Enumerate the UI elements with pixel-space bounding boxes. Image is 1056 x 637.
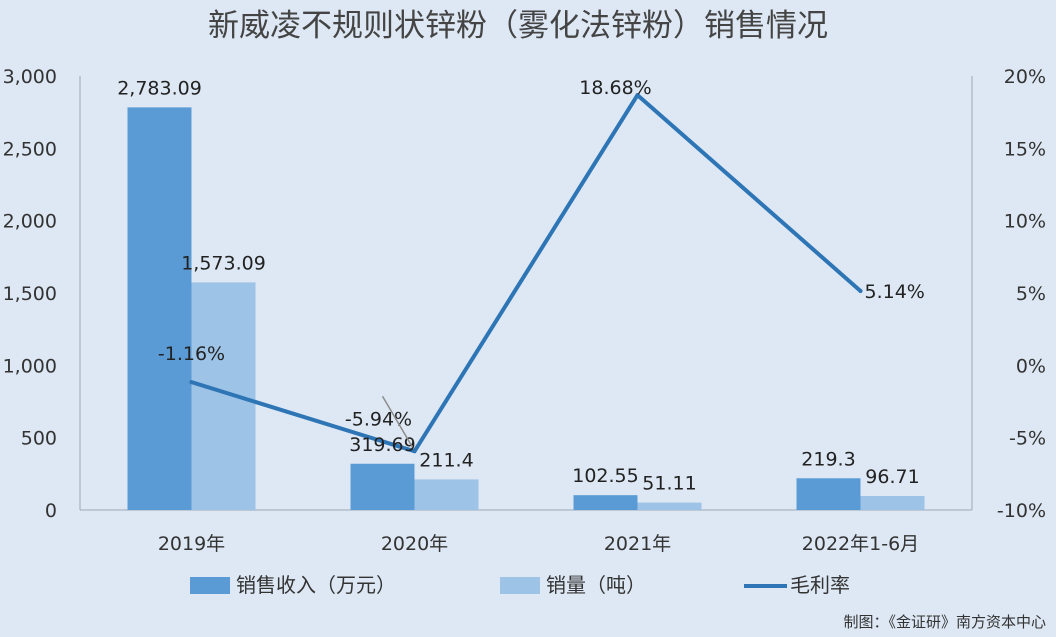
- legend-swatch-revenue: [190, 577, 230, 594]
- bar-revenue-label: 319.69: [349, 434, 415, 456]
- bars: [127, 107, 925, 511]
- y-right-tick-label: -5%: [1009, 428, 1046, 450]
- y-left-tick-label: 2,000: [3, 211, 57, 233]
- y-right-tick-label: 5%: [1016, 283, 1046, 305]
- bar-revenue-label: 2,783.09: [117, 77, 202, 99]
- credit-text: 制图：《金证研》南方资本中心: [843, 613, 1046, 631]
- line-label: 5.14%: [865, 281, 925, 303]
- line-point: [189, 380, 194, 385]
- legend-label-margin: 毛利率: [790, 573, 850, 597]
- bar-revenue-label: 219.3: [801, 448, 855, 470]
- y-left-tick-label: 0: [45, 500, 57, 522]
- line-label: -1.16%: [158, 343, 225, 365]
- x-tick-label: 2020年: [381, 533, 448, 555]
- bar-volume-label: 211.4: [419, 449, 473, 471]
- line-label: -5.94%: [345, 408, 412, 430]
- bar-revenue: [573, 495, 638, 510]
- y-right-tick-label: -10%: [997, 500, 1046, 522]
- y-right-tick-label: 10%: [1004, 211, 1046, 233]
- x-tick-label: 2022年1-6月: [802, 533, 919, 555]
- y-left-tick-label: 2,500: [3, 138, 57, 160]
- bar-volume: [191, 282, 256, 510]
- y-left-tick-label: 3,000: [3, 66, 57, 88]
- bar-volume-label: 96.71: [865, 466, 919, 488]
- line-series: [189, 93, 863, 454]
- chart-title: 新威凌不规则状锌粉（雾化法锌粉）销售情况: [208, 8, 828, 44]
- bar-volume-label: 1,573.09: [181, 252, 266, 274]
- y-left-tick-label: 500: [21, 428, 57, 450]
- legend-label-volume: 销量（吨）: [546, 573, 646, 597]
- x-tick-label: 2019年: [158, 533, 225, 555]
- label-leader-line: [381, 395, 414, 448]
- line-point: [635, 93, 640, 98]
- legend: 销售收入（万元） 销量（吨） 毛利率: [190, 573, 850, 597]
- legend-label-revenue: 销售收入（万元）: [236, 573, 396, 597]
- bar-volume: [860, 496, 925, 510]
- line-point: [858, 288, 863, 293]
- bar-volume-label: 51.11: [642, 473, 696, 495]
- y-left-tick-label: 1,000: [3, 355, 57, 377]
- bar-revenue: [350, 463, 415, 510]
- bar-revenue: [796, 478, 861, 510]
- x-tick-label: 2021年: [604, 533, 671, 555]
- y-right-tick-label: 20%: [1004, 66, 1046, 88]
- y-right-tick-label: 0%: [1016, 355, 1046, 377]
- bar-volume: [414, 479, 479, 510]
- y-right-tick-label: 15%: [1004, 138, 1046, 160]
- line-point: [412, 449, 417, 454]
- axes: 0 500 1,000 1,500 2,000 2,500 3,000 -10% -5% 0% 5%…: [3, 66, 1046, 555]
- bar-revenue-label: 102.55: [572, 465, 638, 487]
- y-left-tick-label: 1,500: [3, 283, 57, 305]
- line-label: 18.68%: [579, 77, 651, 99]
- line-margin-rate: [189, 93, 863, 454]
- legend-swatch-volume: [500, 577, 540, 594]
- bar-revenue: [127, 107, 192, 511]
- bar-volume: [637, 502, 702, 510]
